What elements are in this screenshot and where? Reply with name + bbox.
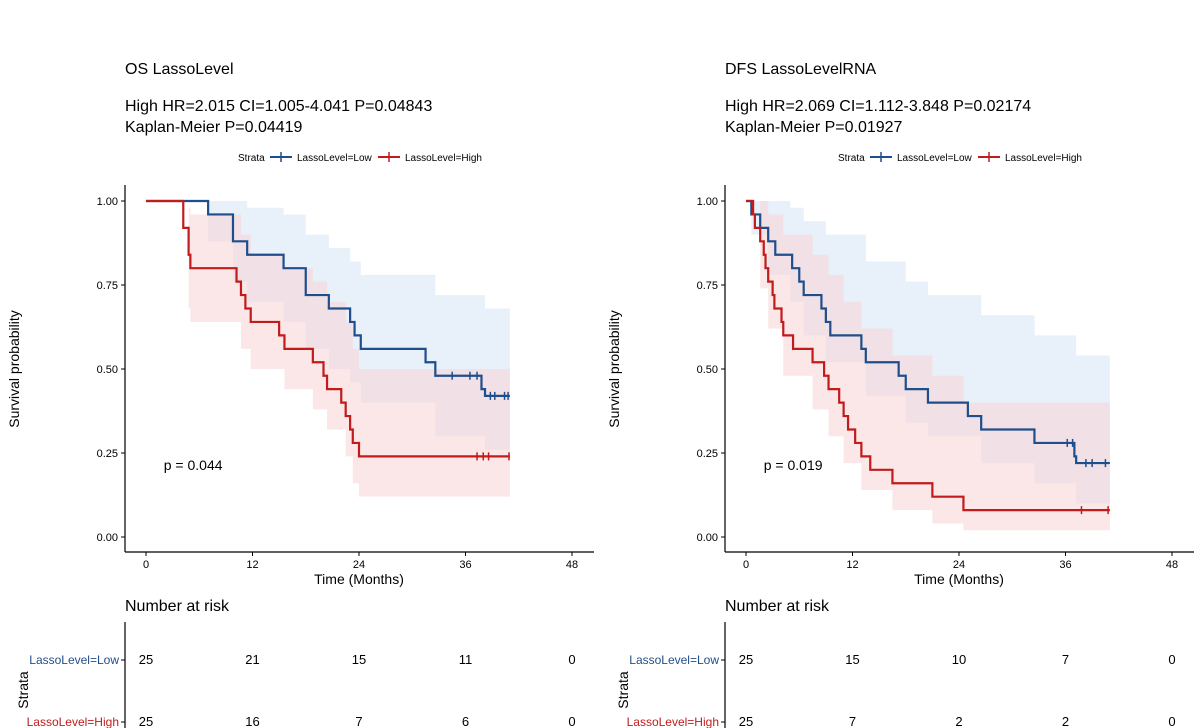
y-tick-label: 0.50 — [97, 364, 118, 376]
chart-subtitle-hr: High HR=2.069 CI=1.112-3.848 P=0.02174 — [725, 98, 1031, 115]
x-tick-label: 24 — [353, 559, 365, 571]
risk-count: 7 — [849, 714, 856, 728]
x-tick-label: 48 — [566, 559, 578, 571]
y-tick-label: 0.50 — [697, 364, 718, 376]
legend: Strata LassoLevel=Low LassoLevel=High — [238, 152, 482, 164]
risk-row-label-low: LassoLevel=Low — [629, 653, 719, 667]
x-tick-label: 36 — [459, 559, 471, 571]
x-axis-label: Time (Months) — [314, 571, 404, 587]
chart-panel-2: DFS LassoLevelRNA High HR=2.069 CI=1.112-… — [606, 61, 1194, 728]
y-tick-label: 0.00 — [97, 532, 118, 544]
legend-label-low: LassoLevel=Low — [297, 153, 373, 164]
legend-label-high: LassoLevel=High — [405, 153, 482, 164]
ci-band-high — [746, 201, 1110, 531]
risk-count: 0 — [568, 652, 575, 667]
x-tick-label: 12 — [846, 559, 858, 571]
risk-count: 21 — [245, 652, 259, 667]
risk-count: 25 — [139, 714, 153, 728]
risk-table: Number at risk Strata LassoLevel=Low 25 15 10… — [615, 598, 1176, 728]
risk-count: 6 — [462, 714, 469, 728]
chart-title: OS LassoLevel — [125, 61, 234, 78]
y-tick-label: 0.75 — [97, 280, 118, 292]
chart-subtitle-km: Kaplan-Meier P=0.01927 — [725, 119, 903, 136]
risk-count: 25 — [739, 652, 753, 667]
y-axis-label: Survival probability — [606, 310, 622, 428]
risk-table-title: Number at risk — [725, 598, 830, 615]
chart-title: DFS LassoLevelRNA — [725, 61, 877, 78]
y-tick-label: 0.25 — [697, 448, 718, 460]
survival-line-high — [146, 199, 510, 458]
risk-count: 15 — [352, 652, 366, 667]
risk-count: 2 — [955, 714, 962, 728]
risk-count: 7 — [355, 714, 362, 728]
legend-title: Strata — [238, 153, 265, 164]
p-value-label: p = 0.019 — [764, 457, 823, 473]
risk-count: 0 — [1168, 652, 1175, 667]
chart-subtitle-hr: High HR=2.015 CI=1.005-4.041 P=0.04843 — [125, 98, 432, 115]
legend: Strata LassoLevel=Low LassoLevel=High — [838, 152, 1082, 164]
survival-line-low — [746, 199, 1110, 465]
risk-count: 2 — [1062, 714, 1069, 728]
risk-count: 16 — [245, 714, 259, 728]
risk-table: Number at risk Strata LassoLevel=Low 25 21 15… — [15, 598, 576, 728]
risk-row-label-low: LassoLevel=Low — [29, 653, 119, 667]
y-axis-label: Survival probability — [6, 310, 22, 428]
y-tick-label: 1.00 — [97, 196, 118, 208]
risk-count: 15 — [845, 652, 859, 667]
risk-row-label-high: LassoLevel=High — [627, 715, 719, 728]
risk-count: 0 — [1168, 714, 1175, 728]
risk-count: 25 — [739, 714, 753, 728]
x-tick-label: 12 — [246, 559, 258, 571]
y-tick-label: 0.25 — [97, 448, 118, 460]
survival-line-high — [746, 199, 1110, 512]
risk-count: 0 — [568, 714, 575, 728]
legend-label-low: LassoLevel=Low — [897, 153, 973, 164]
risk-table-strata-label: Strata — [15, 671, 31, 709]
risk-row-label-high: LassoLevel=High — [27, 715, 119, 728]
x-tick-label: 24 — [953, 559, 965, 571]
x-tick-label: 36 — [1059, 559, 1071, 571]
risk-table-title: Number at risk — [125, 598, 230, 615]
x-tick-label: 48 — [1166, 559, 1178, 571]
chart-subtitle-km: Kaplan-Meier P=0.04419 — [125, 119, 303, 136]
p-value-label: p = 0.044 — [164, 457, 223, 473]
risk-count: 7 — [1062, 652, 1069, 667]
survival-line-low — [146, 199, 510, 397]
risk-count: 10 — [952, 652, 966, 667]
y-tick-label: 0.75 — [697, 280, 718, 292]
legend-title: Strata — [838, 153, 865, 164]
risk-count: 11 — [459, 652, 473, 667]
risk-table-strata-label: Strata — [615, 671, 631, 709]
y-tick-label: 1.00 — [697, 196, 718, 208]
chart-panel-1: OS LassoLevel High HR=2.015 CI=1.005-4.04… — [6, 61, 594, 728]
x-tick-label: 0 — [143, 559, 149, 571]
risk-count: 25 — [139, 652, 153, 667]
x-axis-label: Time (Months) — [914, 571, 1004, 587]
legend-label-high: LassoLevel=High — [1005, 153, 1082, 164]
y-tick-label: 0.00 — [697, 532, 718, 544]
x-tick-label: 0 — [743, 559, 749, 571]
